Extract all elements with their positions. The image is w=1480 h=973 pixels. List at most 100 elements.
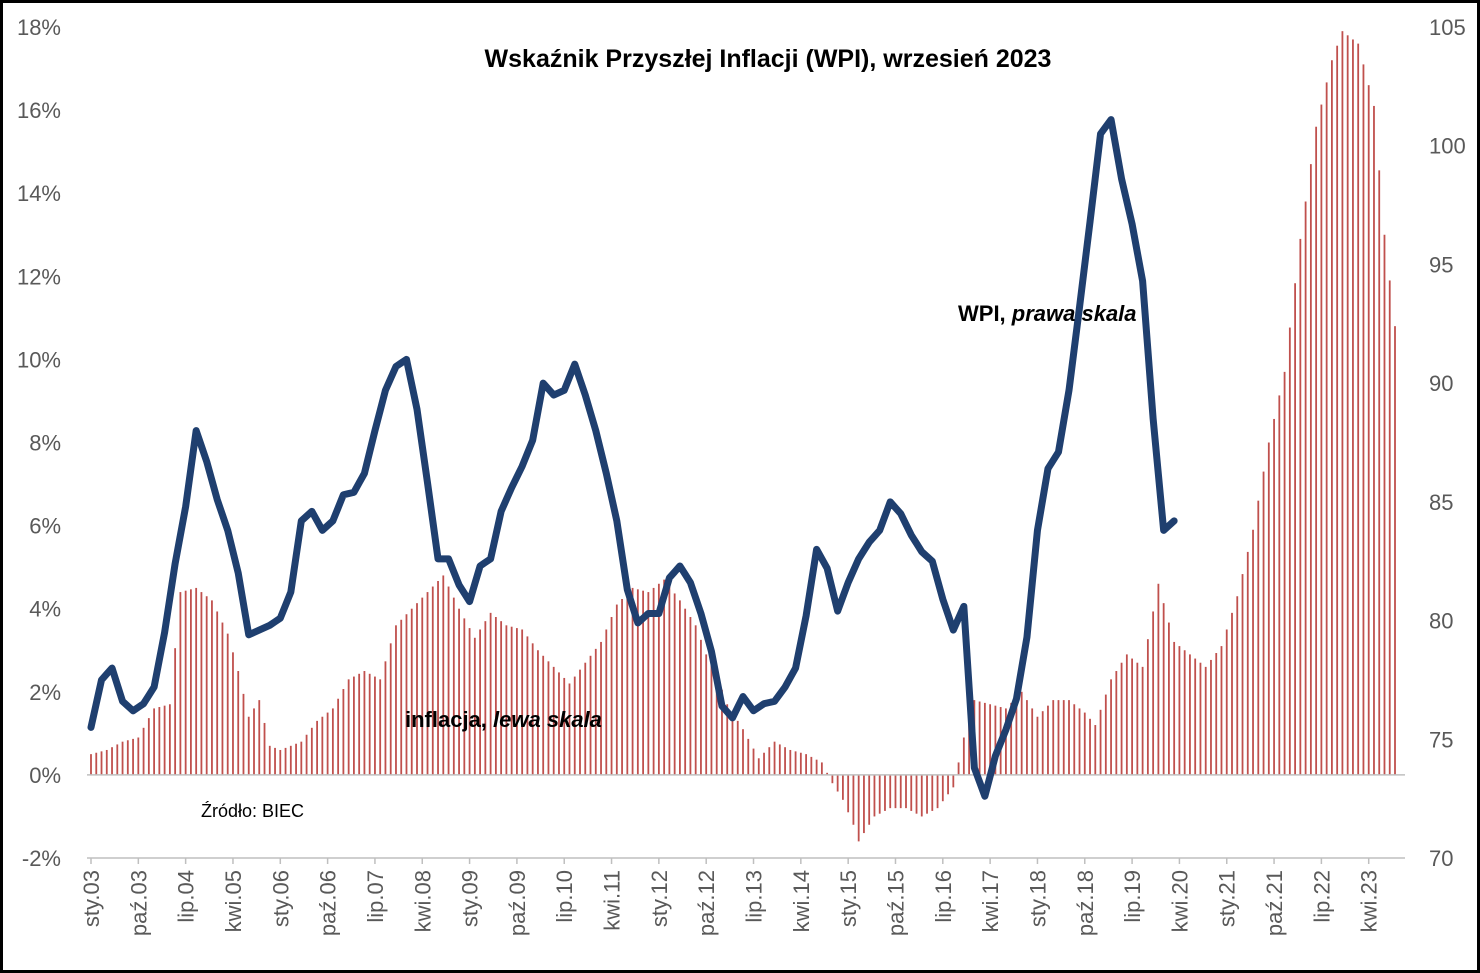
inflation-bar: [121, 741, 124, 775]
inflation-bar: [868, 774, 871, 825]
inflation-bar: [715, 675, 718, 775]
inflation-bar: [147, 718, 150, 775]
inflation-bar: [926, 774, 928, 814]
inflation-bar: [1005, 708, 1007, 775]
inflation-bar: [673, 593, 676, 775]
inflation-bar: [1231, 612, 1233, 775]
inflation-bar: [274, 747, 276, 775]
inflation-bar: [1378, 170, 1381, 775]
inflation-bar: [1068, 700, 1070, 775]
source-note: Źródło: BIEC: [201, 801, 304, 821]
inflation-bar: [1146, 639, 1149, 775]
inflation-bar: [679, 600, 681, 775]
inflation-bar: [1315, 126, 1318, 775]
inflation-bar: [1210, 659, 1212, 775]
inflation-bar: [510, 626, 513, 775]
inflation-bar: [1215, 653, 1218, 775]
left-axis-tick-label: 14%: [17, 181, 61, 206]
inflation-bar: [232, 652, 234, 775]
inflation-bar: [594, 648, 597, 775]
x-axis-tick-label: sty.03: [79, 870, 104, 927]
x-axis-tick-label: kwi.11: [600, 870, 625, 931]
inflation-bar: [1047, 705, 1049, 775]
inflation-bar: [700, 639, 702, 775]
inflation-bar: [668, 586, 671, 775]
wpi-label: WPI, prawa skala: [958, 301, 1137, 326]
inflation-bar: [631, 587, 634, 775]
inflation-bar: [752, 748, 755, 775]
inflation-bar: [100, 751, 103, 775]
inflation-bar: [126, 740, 129, 775]
inflation-bar: [773, 741, 776, 775]
inflation-bar: [736, 720, 739, 775]
x-axis-tick-label: sty.12: [647, 870, 672, 927]
inflation-bar: [216, 611, 219, 775]
inflation-bar: [1120, 662, 1123, 775]
inflation-bar: [1162, 603, 1165, 775]
inflation-bar: [742, 729, 744, 775]
inflation-bar: [1367, 85, 1370, 775]
inflation-bar: [1225, 629, 1228, 775]
inflation-bar: [810, 756, 813, 775]
inflation-bar: [494, 617, 497, 775]
inflation-bar: [1089, 718, 1091, 775]
inflation-bar: [836, 774, 839, 792]
inflation-bar: [342, 689, 345, 775]
inflation-bar: [505, 625, 508, 775]
inflation-bar: [1073, 704, 1076, 775]
inflation-bar: [1220, 646, 1223, 775]
inflation-bar: [558, 672, 560, 775]
inflation-bar: [584, 662, 587, 775]
inflation-bar: [757, 758, 760, 775]
inflation-bar: [421, 597, 424, 775]
inflation-bar: [463, 618, 466, 775]
right-axis-tick-label: 75: [1429, 727, 1453, 752]
left-axis-tick-label: 6%: [29, 514, 61, 539]
inflation-bar: [331, 708, 334, 775]
inflation-bar: [310, 727, 313, 775]
right-axis-tick-label: 85: [1429, 490, 1453, 515]
inflation-bar: [1020, 691, 1023, 775]
inflation-bar: [547, 661, 550, 775]
inflation-bar: [636, 589, 639, 775]
inflation-bar: [500, 621, 503, 775]
inflation-bar: [873, 774, 876, 817]
inflation-bar: [247, 716, 250, 775]
inflation-bar: [358, 673, 361, 775]
left-axis-tick-label: 0%: [29, 763, 61, 788]
inflation-bar: [289, 745, 292, 775]
inflation-bar: [1320, 104, 1323, 775]
inflation-bar: [1336, 45, 1339, 775]
inflation-bar: [1026, 700, 1028, 775]
inflation-bar: [1157, 583, 1160, 775]
inflation-bar: [447, 586, 450, 775]
inflation-bar: [526, 636, 529, 775]
inflation-bar: [1352, 39, 1354, 775]
inflation-bar: [95, 752, 98, 775]
inflation-bar: [962, 737, 965, 775]
x-axis-tick-label: kwi.14: [789, 870, 814, 932]
inflation-bar: [573, 676, 576, 775]
inflation-bar: [1083, 712, 1086, 775]
inflation-bar: [1015, 697, 1018, 775]
inflation-bar: [384, 661, 387, 775]
inflation-bar: [258, 700, 261, 775]
inflation-bar: [1178, 646, 1181, 775]
inflation-bar: [426, 592, 429, 775]
inflation-bar: [768, 747, 771, 775]
inflation-bar: [989, 704, 992, 775]
inflation-bar: [353, 676, 355, 775]
inflation-bar: [1204, 666, 1207, 775]
inflation-bar: [889, 774, 892, 809]
inflation-bar: [416, 603, 418, 775]
inflation-bar: [531, 643, 534, 775]
right-axis-tick-label: 105: [1429, 15, 1466, 40]
x-axis-tick-label: lip.10: [552, 870, 577, 923]
inflation-bar: [1031, 708, 1034, 775]
inflation-bar: [132, 738, 134, 775]
inflation-bar: [1304, 201, 1307, 775]
inflation-bar: [684, 608, 687, 775]
inflation-bar: [563, 677, 566, 775]
inflation-bar: [905, 774, 907, 809]
